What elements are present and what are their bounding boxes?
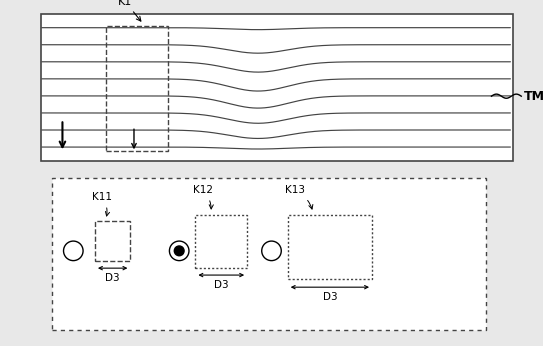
Text: D3: D3	[105, 273, 120, 283]
Bar	[95, 221, 130, 261]
Text: K12: K12	[193, 185, 213, 209]
Ellipse shape	[262, 241, 281, 261]
Bar	[52, 178, 486, 330]
Bar	[41, 14, 513, 161]
Bar	[195, 215, 247, 268]
Ellipse shape	[174, 246, 184, 256]
Text: K13: K13	[285, 185, 313, 209]
Ellipse shape	[169, 241, 189, 261]
Text: TM: TM	[524, 90, 543, 103]
Text: D3: D3	[323, 292, 337, 302]
Text: K11: K11	[92, 192, 112, 216]
Text: D3: D3	[214, 280, 229, 290]
Text: K1: K1	[118, 0, 141, 21]
Ellipse shape	[64, 241, 83, 261]
Bar	[288, 215, 372, 279]
Bar	[106, 26, 168, 151]
